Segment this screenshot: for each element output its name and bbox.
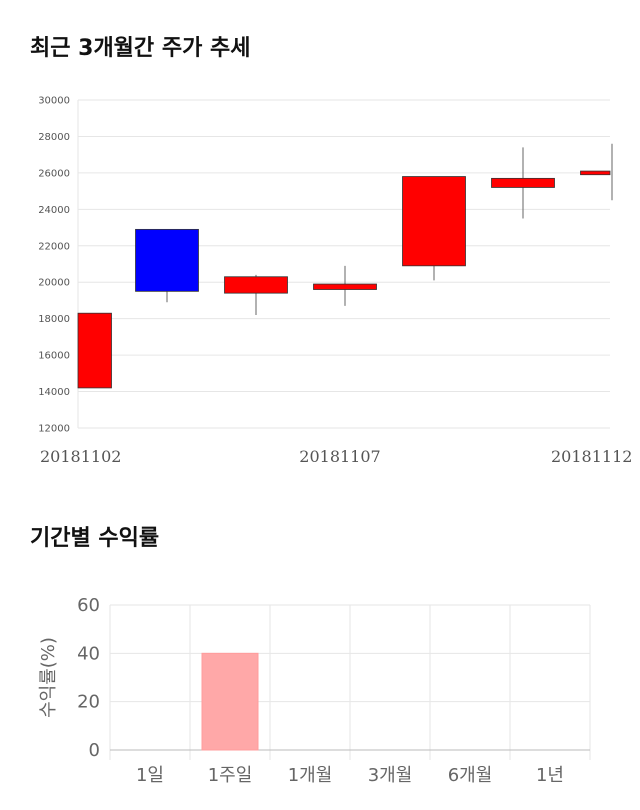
x-tick-label: 6개월: [448, 765, 493, 786]
y-tick-label: 24000: [38, 205, 70, 216]
candlestick-chart: 12000 14000 16000 18000 20000 22000 24000 26000…: [38, 96, 632, 467]
x-tick-label: 20181102: [40, 447, 121, 466]
y-tick-label: 0: [89, 740, 100, 761]
y-tick-label: 20: [77, 692, 100, 713]
returns-chart-title: 기간별 수익률: [30, 526, 160, 551]
x-tick-label: 20181112: [551, 447, 632, 466]
candle-body: [135, 228, 199, 292]
x-tick-label: 1주일: [208, 765, 253, 786]
y-axis-label: 수익률(%): [38, 637, 59, 718]
candle-body: [491, 177, 555, 188]
y-tick-label: 14000: [38, 387, 70, 398]
y-tick-label: 16000: [38, 351, 70, 362]
y-tick-label: 60: [77, 595, 100, 616]
candle-chart-title: 최근 3개월간 주가 추세: [30, 36, 251, 61]
y-tick-label: 18000: [38, 314, 70, 325]
y-tick-label: 40: [77, 643, 100, 664]
y-tick-label: 22000: [38, 241, 70, 252]
y-tick-label: 20000: [38, 278, 70, 289]
bar: [201, 652, 259, 751]
returns-bar-chart: 0 20 40 60 1일 1주일 1개월 3개월 6개월 1년 수익률(%): [38, 595, 591, 786]
y-tick-label: 28000: [38, 132, 70, 143]
x-tick-label: 20181107: [299, 447, 380, 466]
x-tick-label: 1년: [536, 765, 564, 786]
y-tick-label: 30000: [38, 96, 70, 107]
candle-body: [313, 283, 377, 290]
y-tick-label: 12000: [38, 424, 70, 435]
y-tick-label: 26000: [38, 168, 70, 179]
candle-body: [77, 312, 112, 389]
x-tick-label: 1일: [136, 765, 164, 786]
candle-body: [580, 170, 611, 176]
candle-body: [224, 276, 288, 294]
x-tick-label: 3개월: [368, 765, 413, 786]
candle-body: [402, 176, 466, 267]
x-tick-label: 1개월: [288, 765, 333, 786]
